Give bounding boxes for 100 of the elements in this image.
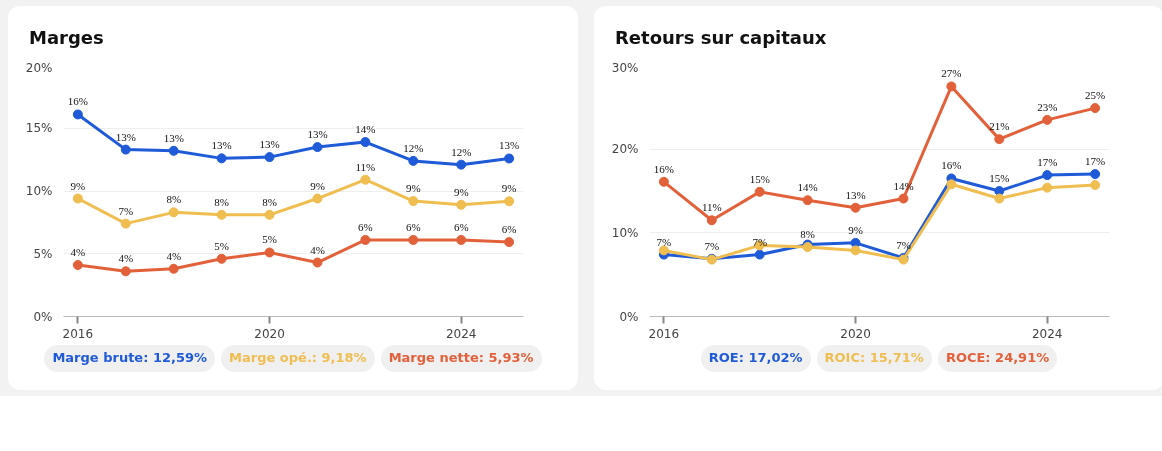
data-label: 12% (451, 145, 472, 158)
point (408, 155, 419, 166)
text: Marge opé.: 9,18% (221, 345, 375, 372)
point (168, 207, 179, 218)
point (754, 249, 765, 260)
data-label: 8% (166, 193, 182, 206)
y-tick-label: 30% (611, 60, 639, 75)
point (168, 145, 179, 156)
point (1042, 114, 1053, 125)
point (312, 257, 323, 268)
point (456, 159, 467, 170)
data-label: 16% (653, 162, 674, 175)
data-label: 13% (845, 188, 866, 201)
data-label: 4% (118, 252, 134, 265)
point (120, 266, 131, 277)
data-label: 13% (499, 139, 520, 152)
point (994, 186, 1005, 196)
point (216, 209, 227, 220)
data-label: 16% (67, 95, 88, 108)
point (312, 142, 323, 153)
data-label: 14% (797, 181, 818, 194)
data-label: 8% (262, 195, 277, 208)
text: Marge nette: 5,93% (380, 345, 542, 372)
point (360, 137, 371, 148)
data-label: 8% (800, 228, 815, 241)
y-tick-label: 20% (25, 60, 53, 75)
point (1090, 169, 1101, 180)
point (408, 234, 419, 245)
point (360, 234, 371, 245)
data-label: 27% (941, 67, 962, 80)
data-label: 9% (848, 223, 863, 236)
data-label: 4% (70, 246, 86, 259)
x-tick-label: 2024 (1031, 326, 1063, 341)
data-label: 6% (453, 220, 469, 233)
data-label: 21% (989, 120, 1010, 133)
point (994, 193, 1005, 204)
data-label: 9% (405, 182, 421, 195)
data-label: 5% (214, 239, 229, 252)
x-tick-label: 2016 (648, 326, 680, 341)
point (456, 199, 467, 210)
point (120, 144, 131, 155)
x-tick-label: 2020 (840, 326, 871, 341)
data-label: 9% (310, 179, 325, 192)
point (850, 202, 861, 213)
x-tick-label: 2024 (445, 326, 477, 341)
chart-title: Marges (29, 26, 104, 50)
point (72, 260, 83, 271)
data-label: 15% (749, 172, 770, 185)
text: Marge brute: 12,59% (44, 345, 216, 372)
data-label: 13% (259, 138, 280, 151)
data-label: 7% (704, 239, 720, 252)
data-label: 17% (1037, 156, 1058, 169)
point (264, 247, 275, 258)
data-label: 11% (701, 201, 722, 214)
data-label: 13% (307, 128, 328, 141)
data-label: 5% (262, 233, 277, 246)
point (504, 196, 515, 207)
data-label: 6% (405, 220, 421, 233)
data-label: 6% (501, 223, 517, 236)
y-tick-label: 20% (611, 142, 639, 157)
point (456, 234, 467, 245)
point (1090, 103, 1101, 114)
data-label: 13% (163, 131, 184, 144)
point (802, 195, 813, 206)
data-label: 14% (355, 123, 376, 136)
point (216, 153, 227, 164)
point (754, 186, 765, 197)
data-label: 23% (1037, 100, 1058, 113)
data-label: 8% (214, 195, 229, 208)
point (946, 81, 957, 92)
point (312, 193, 323, 204)
data-label: 9% (70, 179, 86, 192)
point (408, 196, 419, 207)
data-label: 4% (166, 249, 182, 262)
data-label: 4% (310, 243, 325, 256)
point (72, 193, 83, 204)
text: ROIC: 15,71% (816, 345, 932, 372)
data-label: 9% (453, 185, 469, 198)
point (264, 152, 275, 163)
data-label: 9% (501, 182, 517, 195)
chart-title: Retours sur capitaux (615, 26, 827, 50)
data-label: 15% (989, 172, 1010, 184)
point (1090, 180, 1101, 191)
text: ROE: 17,02% (700, 345, 811, 372)
point (216, 253, 227, 264)
point (994, 134, 1005, 145)
x-tick-label: 2020 (254, 326, 285, 341)
data-label: 25% (1085, 89, 1106, 102)
data-label: 13% (211, 139, 232, 152)
data-label: 17% (1085, 155, 1106, 168)
point (658, 245, 669, 256)
data-label: 12% (403, 141, 424, 154)
point (898, 193, 909, 204)
point (168, 263, 179, 274)
y-tick-label: 0% (619, 309, 639, 324)
point (264, 209, 275, 220)
point (360, 174, 371, 185)
y-tick-label: 15% (25, 121, 53, 136)
y-tick-label: 5% (33, 246, 53, 261)
data-label: 7% (118, 204, 134, 217)
